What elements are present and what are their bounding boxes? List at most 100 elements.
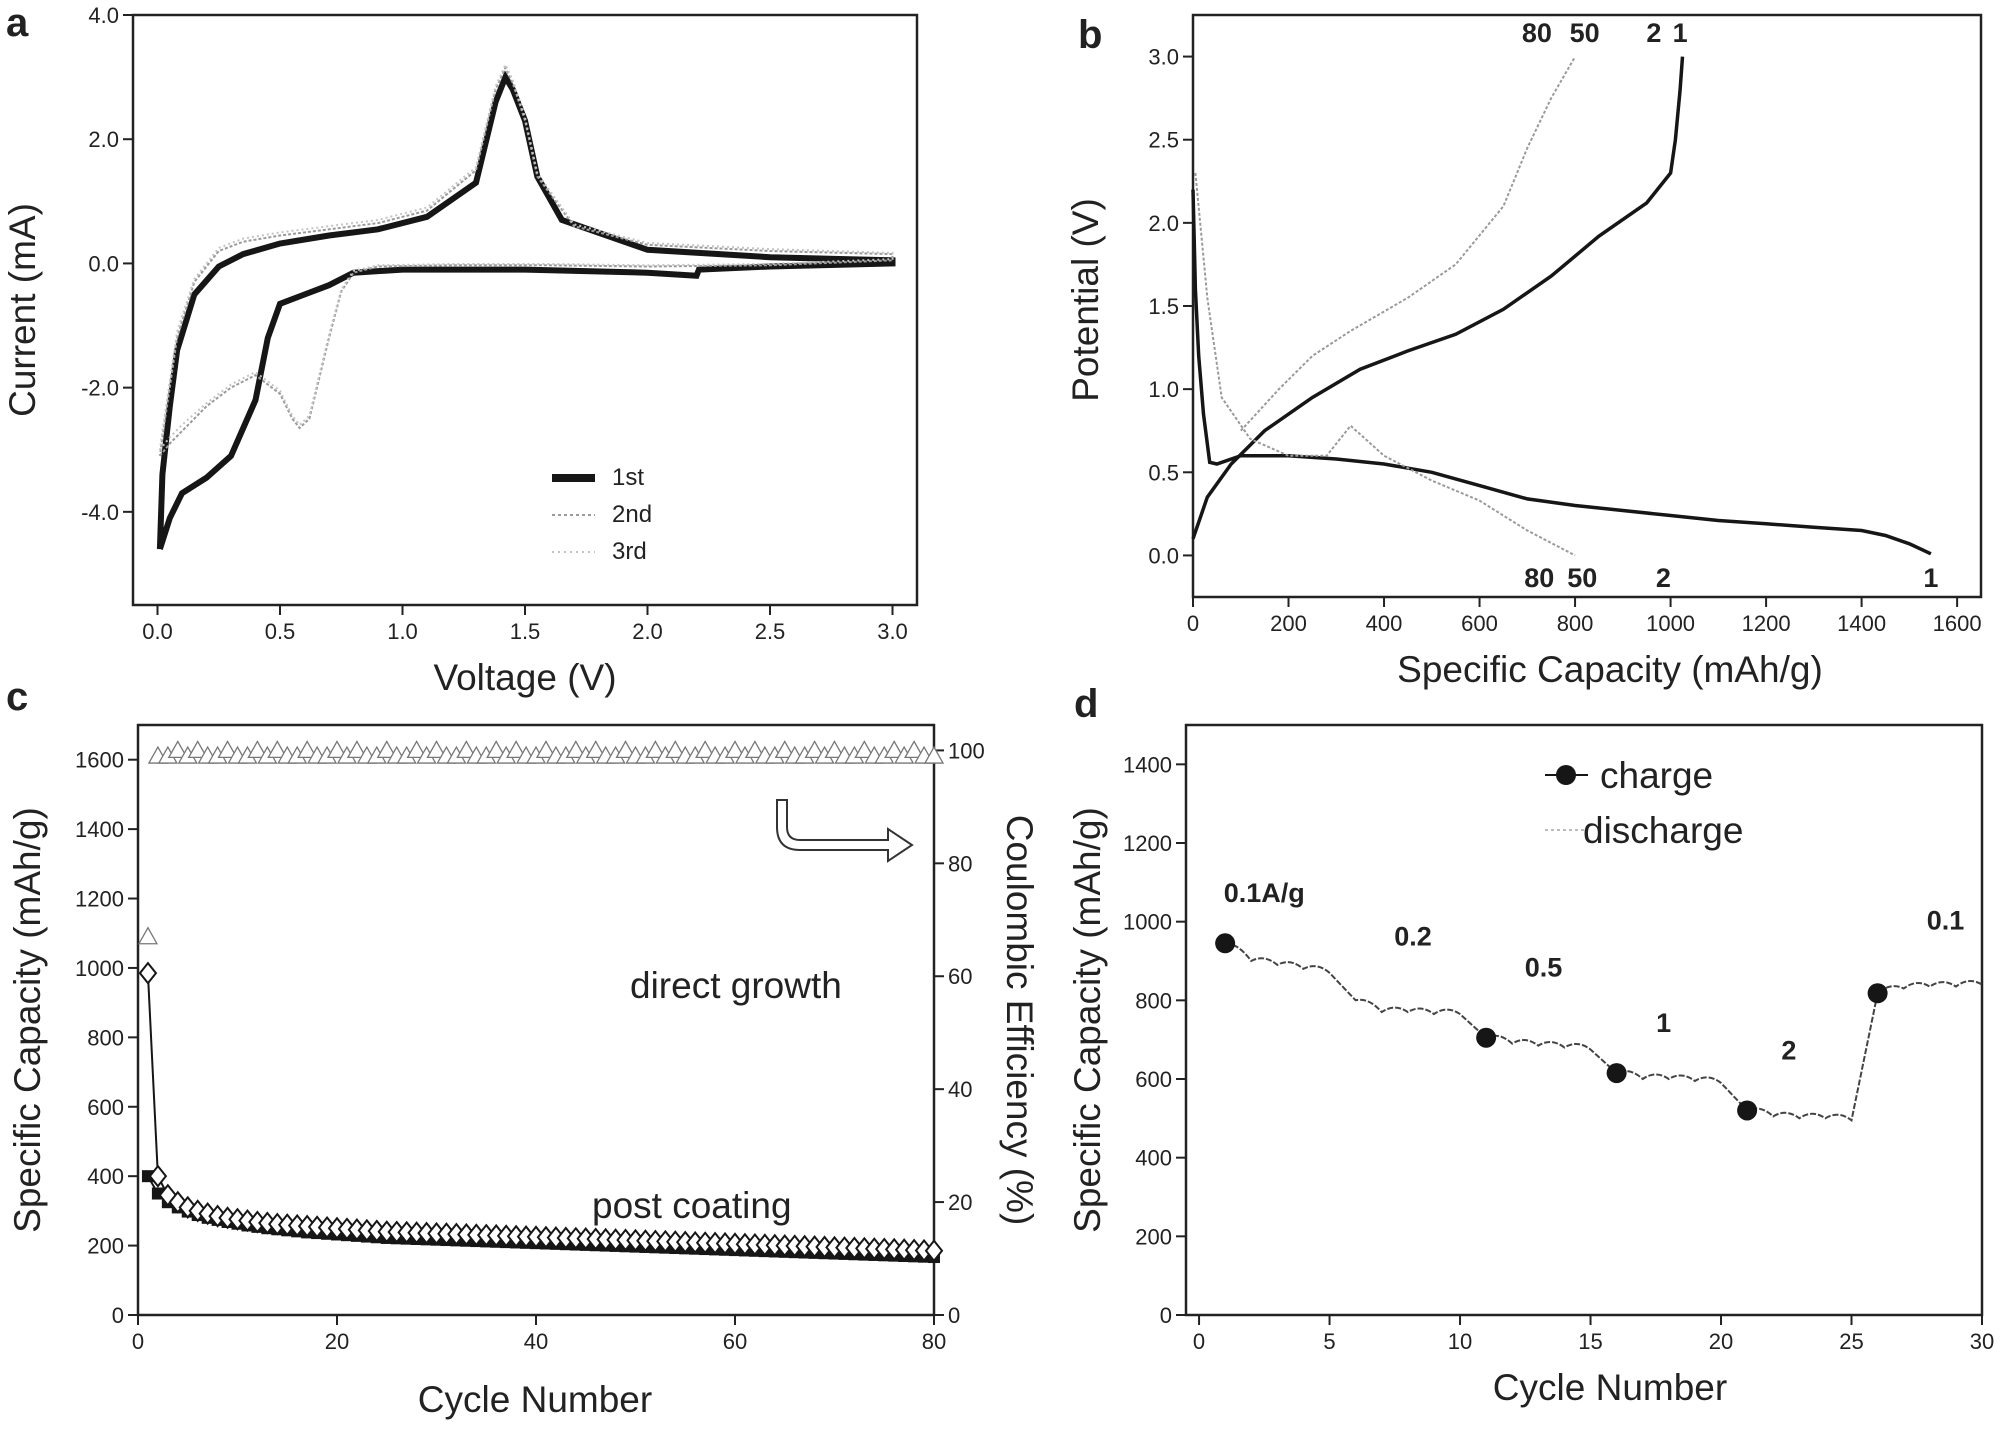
point-coulombic-efficiency [247, 740, 268, 759]
point-coulombic-efficiency [167, 740, 188, 759]
x-tick-label-a: 0.0 [142, 619, 173, 644]
gcd-curve-charge-cycle-1 [1191, 56, 1685, 540]
y-tick-label-c: 0 [112, 1303, 124, 1328]
panel-label-b: b [1078, 13, 1102, 57]
rate-label: 0.1 [1927, 906, 1965, 936]
cv-curve-2nd [158, 65, 894, 457]
x-tick-label-a: 2.0 [632, 619, 663, 644]
x-tick-label-d: 5 [1323, 1329, 1335, 1354]
x-tick-label-b: 400 [1366, 611, 1403, 636]
y-tick-label-b: 2.5 [1148, 128, 1179, 153]
annotation-post-coating: post coating [592, 1185, 792, 1226]
y-tick-label-d: 1400 [1123, 752, 1172, 777]
plot-d: 0 5 10 15 20 25 30 0 200 400 600 800 1000 1200 1400 0.1… [1123, 752, 1994, 1354]
point-coulombic-efficiency [326, 740, 348, 759]
y-tick-label-a: -4.0 [81, 500, 119, 525]
y-axis-label-a: Current (mA) [2, 203, 43, 417]
x-tick-label-a: 1.0 [387, 619, 418, 644]
point-coulombic-efficiency [804, 740, 825, 759]
panel-d: d 0 5 10 15 20 25 3002004006008001000120014000… [1067, 682, 1994, 1408]
y-tick-label-b: 1.0 [1148, 377, 1179, 402]
point-coulombic-efficiency [346, 740, 368, 759]
point-coulombic-efficiency [297, 740, 318, 759]
y2-tick-label-c: 40 [948, 1077, 972, 1102]
x-tick-label-b: 1000 [1646, 611, 1695, 636]
cycle-label-bottom: 1 [1923, 563, 1938, 593]
x-tick-label-b: 1200 [1742, 611, 1791, 636]
x-tick-label-d: 10 [1448, 1329, 1472, 1354]
y-tick-label-a: 0.0 [88, 251, 119, 276]
x-tick-label-b: 0 [1187, 611, 1199, 636]
y-tick-label-a: -2.0 [81, 376, 119, 401]
point-coulombic-efficiency [376, 740, 397, 759]
plot-frame-d [1184, 723, 1984, 1317]
x-tick-label-d: 15 [1578, 1329, 1602, 1354]
y-tick-label-c: 1400 [75, 817, 124, 842]
x-axis-label-d: Cycle Number [1493, 1367, 1727, 1408]
y-tick-label-a: 2.0 [88, 127, 119, 152]
point-post-coating [141, 1170, 154, 1183]
point-direct-growth [148, 1164, 168, 1188]
rate-label: 0.5 [1525, 953, 1563, 983]
panel-c: c 0 20 40 60 8002004006008001000120014001600… [6, 675, 1040, 1420]
rate-label: 0.1A/g [1224, 878, 1305, 908]
point-coulombic-efficiency [665, 740, 686, 759]
y-tick-label-d: 1000 [1123, 910, 1172, 935]
line-direct-growth [146, 973, 935, 1252]
x-tick-label-b: 600 [1461, 611, 1498, 636]
legend-entry-2nd: 2nd [612, 501, 652, 528]
point-direct-growth [924, 1239, 944, 1263]
y-tick-label-c: 800 [87, 1025, 124, 1050]
point-direct-growth [138, 961, 158, 985]
point-coulombic-efficiency [406, 740, 427, 759]
panel-label-c: c [6, 675, 28, 719]
point-coulombic-efficiency [854, 740, 875, 759]
panel-a: a 0.0 0.5 1.0 1.5 2.0 2.5 3.0 -4.0 -2.0 0.0 2.0 4.0… [2, 1, 919, 698]
y-tick-label-d: 0 [1160, 1303, 1172, 1328]
legend-entry-3rd: 3rd [612, 538, 647, 565]
y2-tick-label-c: 80 [948, 851, 972, 876]
y-axis-label-d: Specific Capacity (mAh/g) [1067, 807, 1108, 1233]
x-tick-label-c: 0 [132, 1329, 144, 1354]
y-tick-label-d: 800 [1135, 988, 1172, 1013]
cv-curve-1st [156, 70, 896, 551]
y-tick-label-c: 1200 [75, 887, 124, 912]
legend-entry-charge: charge [1600, 755, 1713, 796]
point-coulombic-efficiency [884, 740, 905, 759]
rate-label: 2 [1781, 1035, 1796, 1065]
x-tick-label-a: 2.5 [755, 619, 786, 644]
point-coulombic-efficiency [486, 740, 507, 759]
x-tick-label-a: 0.5 [265, 619, 296, 644]
y2-tick-label-c: 0 [948, 1303, 960, 1328]
point-coulombic-efficiency [824, 740, 845, 759]
legend-d: charge discharge [1545, 755, 1743, 851]
legend-entry-1st: 1st [612, 464, 644, 491]
panel-b: b 0 200 400 600 800 1000 1200 1400 1600 0.0 0.5 1.0… [1065, 13, 1983, 690]
y-axis-label-b: Potential (V) [1065, 198, 1106, 402]
point-charge [1606, 1063, 1627, 1084]
annotation-direct-growth: direct growth [630, 965, 842, 1006]
cycle-label-top: 80 [1522, 18, 1552, 48]
cycle-label-bottom: 50 [1567, 563, 1597, 593]
point-coulombic-efficiency [187, 740, 208, 759]
y-tick-label-b: 2.0 [1148, 211, 1179, 236]
cycle-label-top: 1 [1673, 18, 1688, 48]
x-axis-label-a: Voltage (V) [433, 657, 616, 698]
point-charge [1476, 1027, 1497, 1048]
x-axis-label-c: Cycle Number [418, 1379, 652, 1420]
x-tick-label-c: 20 [325, 1329, 349, 1354]
y-tick-label-d: 400 [1135, 1146, 1172, 1171]
y-tick-label-c: 400 [87, 1164, 124, 1189]
cycle-label-top: 2 [1646, 18, 1661, 48]
x-tick-label-d: 0 [1193, 1329, 1205, 1354]
point-coulombic-efficiency [456, 740, 477, 759]
point-coulombic-efficiency [267, 740, 288, 759]
x-axis-label-b: Specific Capacity (mAh/g) [1397, 649, 1823, 690]
rate-label: 0.2 [1394, 921, 1432, 951]
point-coulombic-efficiency [585, 740, 606, 759]
gcd-curve-discharge-cycle-80 [1194, 172, 1576, 557]
point-charge [1215, 933, 1236, 954]
x-tick-label-c: 60 [723, 1329, 747, 1354]
y-tick-label-d: 600 [1135, 1067, 1172, 1092]
y-axis-label-c: Specific Capacity (mAh/g) [7, 807, 48, 1233]
